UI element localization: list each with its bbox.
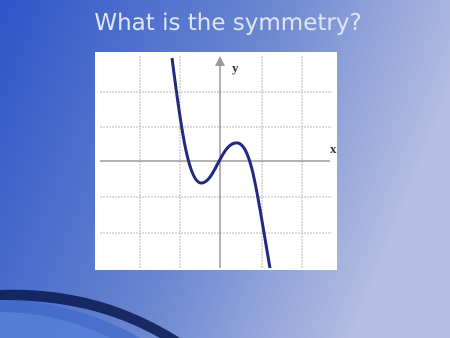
y-arrow	[215, 56, 225, 66]
x-label: x	[330, 141, 337, 156]
curve	[170, 57, 272, 269]
grid	[100, 56, 332, 268]
y-label: y	[232, 60, 239, 75]
slide-title: What is the symmetry?	[94, 10, 361, 36]
graph: y x	[95, 52, 337, 270]
swoosh	[0, 289, 180, 338]
